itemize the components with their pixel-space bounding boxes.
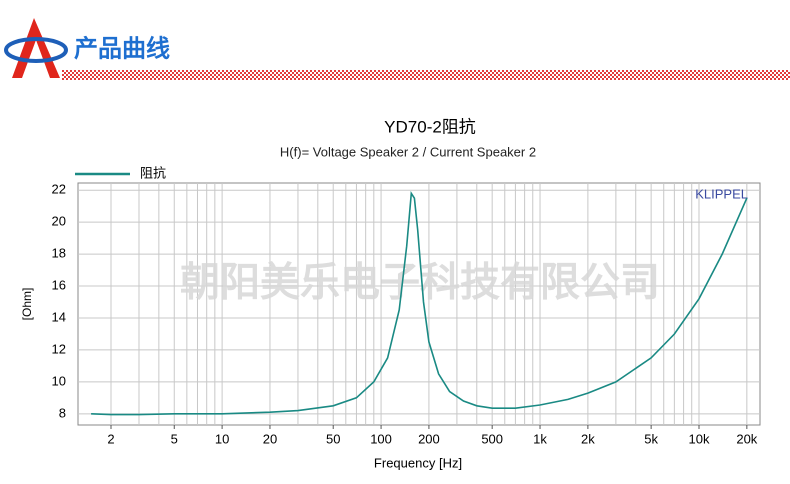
y-tick-label: 14 bbox=[52, 309, 66, 324]
x-tick-label: 500 bbox=[481, 431, 503, 446]
marks: 阻抗 bbox=[75, 165, 748, 416]
y-tick-label: 12 bbox=[52, 341, 66, 356]
x-tick-label: 2k bbox=[581, 431, 595, 446]
x-tick-label: 200 bbox=[418, 431, 440, 446]
x-tick-label: 1k bbox=[533, 431, 547, 446]
chart-title: YD70-2阻抗 bbox=[384, 117, 476, 136]
header-title: 产品曲线 bbox=[74, 34, 170, 62]
y-tick-label: 16 bbox=[52, 277, 66, 292]
y-axis-label: [Ohm] bbox=[20, 288, 34, 321]
x-tick-label: 50 bbox=[326, 431, 340, 446]
x-axis-label: Frequency [Hz] bbox=[374, 455, 462, 470]
y-tick-label: 18 bbox=[52, 246, 66, 261]
logo bbox=[4, 18, 68, 78]
x-tick-label: 10k bbox=[689, 431, 710, 446]
annotation: KLIPPEL bbox=[695, 186, 748, 201]
x-tick-label: 20 bbox=[263, 431, 277, 446]
legend-label: 阻抗 bbox=[140, 165, 166, 180]
header-band bbox=[62, 70, 790, 80]
x-tick-label: 10 bbox=[215, 431, 229, 446]
x-tick-label: 2 bbox=[107, 431, 114, 446]
x-tick-label: 20k bbox=[736, 431, 757, 446]
y-tick-label: 22 bbox=[52, 182, 66, 197]
impedance-line bbox=[91, 191, 748, 416]
x-tick-label: 5k bbox=[644, 431, 658, 446]
x-tick-label: 5 bbox=[171, 431, 178, 446]
plot-frame bbox=[77, 182, 761, 426]
x-tick-label: 100 bbox=[370, 431, 392, 446]
grid: 2 5 10 20 50 100 200 500 1k 2k 5k 10k 20k 8 10 12 14 16 18… bbox=[52, 182, 760, 446]
chart-subtitle: H(f)= Voltage Speaker 2 / Current Speake… bbox=[280, 144, 536, 159]
y-tick-label: 10 bbox=[52, 373, 66, 388]
y-tick-label: 8 bbox=[59, 405, 66, 420]
y-tick-label: 20 bbox=[52, 214, 66, 229]
